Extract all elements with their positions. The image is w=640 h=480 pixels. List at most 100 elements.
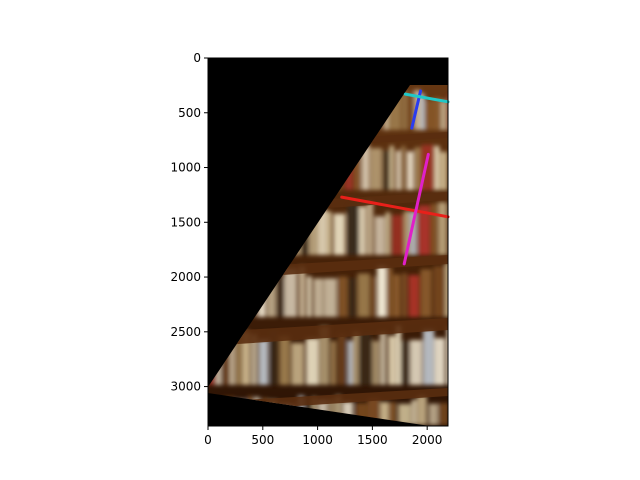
book-spine: [446, 326, 448, 385]
book-spine: [424, 99, 434, 130]
book-spine: [433, 266, 445, 317]
y-tick-label: 2500: [170, 325, 201, 339]
book-spine: [266, 272, 276, 317]
book-spine: [299, 266, 306, 317]
x-tick-label: 1500: [357, 433, 388, 447]
book-spine: [308, 205, 319, 255]
y-tick-label: 1500: [170, 215, 201, 229]
book-spine: [408, 275, 420, 317]
book-spine: [372, 340, 379, 385]
book-spine: [318, 208, 327, 255]
annotation-line-red: [340, 195, 450, 219]
book-spine: [305, 338, 319, 385]
annotation-line-cyan: [403, 92, 450, 104]
book-spine: [335, 395, 342, 425]
book-spine: [385, 212, 391, 255]
book-spine: [251, 334, 258, 385]
book-spine: [306, 276, 312, 317]
annotation-lines: [340, 89, 450, 266]
book-spine: [440, 151, 448, 190]
book-spine: [291, 342, 304, 385]
book-spine: [441, 100, 447, 130]
book-spine: [357, 273, 370, 317]
book-spine: [401, 340, 410, 385]
axes-frame: [207, 57, 449, 427]
y-tick-label: 0: [193, 51, 201, 65]
book-spine: [354, 145, 361, 190]
book-spine: [403, 211, 410, 255]
book-spine: [402, 273, 407, 317]
book-spine: [401, 90, 407, 130]
y-tick-label: 500: [178, 106, 201, 120]
book-spine: [222, 341, 230, 385]
book-spine: [428, 403, 438, 425]
book-spine: [366, 200, 374, 255]
x-tick-label: 1000: [302, 433, 333, 447]
book-spine: [370, 148, 383, 190]
book-spine: [395, 150, 401, 190]
book-spine: [395, 325, 402, 385]
book-spine: [347, 204, 359, 255]
x-tick-label: 2000: [412, 433, 443, 447]
book-spine: [276, 277, 285, 317]
book-spine: [411, 399, 417, 425]
book-spine: [284, 268, 298, 317]
x-tick-label: 0: [204, 433, 212, 447]
book-spine: [342, 401, 354, 425]
book-spine: [418, 205, 431, 255]
book-spine: [420, 93, 425, 130]
book-spine: [409, 340, 423, 385]
y-tick-label: 2000: [170, 270, 201, 284]
book-spine: [398, 403, 411, 425]
book-spine: [407, 91, 413, 130]
book-spine: [258, 339, 269, 385]
book-spine: [391, 215, 404, 255]
book-spine: [326, 211, 332, 255]
shelf-board: [208, 318, 448, 346]
book-spine: [409, 211, 418, 255]
book-spine: [417, 395, 427, 425]
y-axis: 0 500 1000 1500 2000 2500 3000: [170, 51, 208, 394]
x-axis: 0 500 1000 1500 2000: [204, 426, 442, 447]
book-spine: [393, 274, 401, 317]
book-spine: [389, 145, 394, 190]
book-spine: [337, 333, 346, 385]
book-spine: [438, 202, 447, 255]
book-spine: [279, 335, 290, 385]
book-spine: [323, 278, 337, 317]
book-spine: [407, 151, 414, 190]
book-spine: [330, 340, 337, 385]
annotation-line-magenta: [402, 152, 430, 266]
book-spine: [374, 216, 385, 255]
book-spine: [361, 144, 370, 190]
book-spine: [359, 206, 366, 255]
y-tick-label: 1000: [170, 161, 201, 175]
book-spine: [434, 338, 445, 385]
y-tick-label: 3000: [170, 380, 201, 394]
book-spine: [338, 276, 348, 317]
book-spine: [389, 402, 397, 425]
book-spine: [347, 340, 353, 385]
book-spine: [438, 403, 448, 425]
book-spine: [444, 262, 448, 317]
book-spine: [270, 331, 278, 385]
book-spine: [434, 146, 440, 190]
book-spine: [377, 265, 387, 317]
book-spine: [379, 332, 387, 385]
book-spine: [400, 145, 406, 190]
book-spine: [423, 329, 435, 385]
book-spine: [236, 332, 241, 385]
x-tick-label: 500: [251, 433, 274, 447]
book-spine: [241, 331, 251, 385]
book-spine: [383, 150, 390, 190]
book-spine: [386, 267, 393, 317]
book-spine: [420, 269, 432, 317]
book-spine: [319, 326, 330, 385]
book-spine: [347, 278, 357, 317]
book-spine: [313, 278, 324, 317]
book-spine: [388, 335, 396, 385]
book-spine: [371, 276, 376, 317]
book-spine: [380, 402, 389, 425]
book-spine: [431, 203, 438, 255]
